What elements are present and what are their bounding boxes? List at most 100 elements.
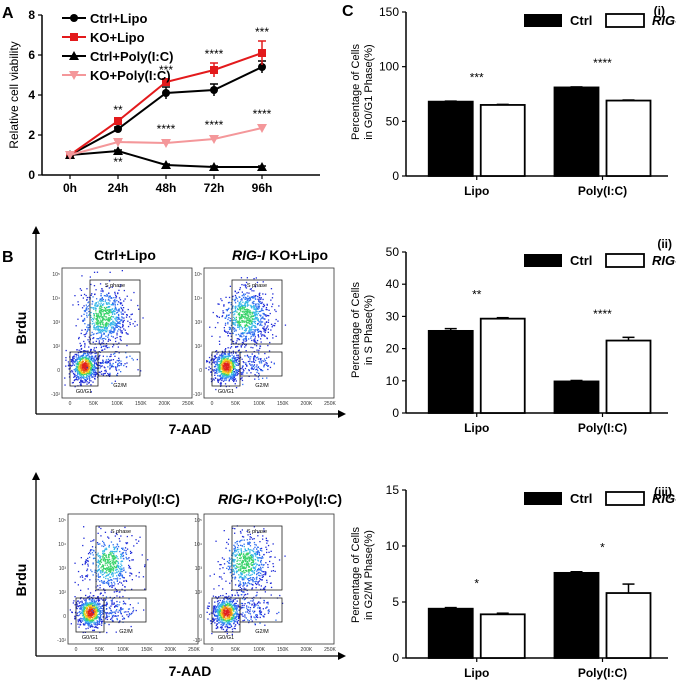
flow-dot xyxy=(226,541,228,544)
flow-dot xyxy=(83,377,85,379)
flow-dot xyxy=(258,374,260,376)
flow-dot xyxy=(121,588,123,590)
flow-dot xyxy=(83,608,86,610)
flow-dot xyxy=(232,305,234,307)
flow-dot xyxy=(268,551,270,553)
flow-dot xyxy=(104,592,106,594)
legend-swatch-ko xyxy=(605,253,645,268)
flow-dot xyxy=(114,329,116,331)
flow-dot xyxy=(112,555,114,557)
flow-dot xyxy=(116,309,118,311)
flow-dot xyxy=(126,614,128,616)
flow-dot xyxy=(235,334,237,336)
flow-dot xyxy=(121,567,123,569)
flow-dot xyxy=(98,562,100,564)
flow-dot xyxy=(275,310,277,313)
flow-dot xyxy=(250,536,252,539)
flow-dot xyxy=(229,332,231,334)
flow-dot xyxy=(88,367,91,369)
flow-dot xyxy=(228,350,230,352)
flow-dot xyxy=(131,535,133,537)
flow-dot xyxy=(246,355,249,357)
flow-dot xyxy=(100,618,102,620)
flow-dot xyxy=(99,317,101,319)
flow-dot xyxy=(99,311,101,313)
gate-label-s: S phase xyxy=(105,283,125,289)
flow-dot xyxy=(242,368,244,371)
flow-dot xyxy=(86,361,88,363)
flow-dot xyxy=(227,367,230,369)
flow-dot xyxy=(75,369,77,371)
flow-dot xyxy=(82,356,84,358)
flow-dot xyxy=(105,613,107,615)
flow-dot xyxy=(102,550,104,552)
flow-dot xyxy=(105,577,107,580)
flow-dot xyxy=(98,357,100,359)
flow-dot xyxy=(95,370,97,372)
flow-x-tick: 200K xyxy=(165,647,177,653)
flow-dot xyxy=(248,580,250,582)
flow-dot xyxy=(104,562,106,564)
flow-dot xyxy=(237,313,239,316)
flow-dot xyxy=(83,376,85,379)
flow-dot xyxy=(95,626,97,628)
data-point xyxy=(258,63,266,71)
flow-dot xyxy=(106,303,109,305)
flow-dot xyxy=(225,362,227,364)
flow-dot xyxy=(213,369,215,371)
flow-dot xyxy=(107,574,109,576)
flow-dot xyxy=(119,574,121,576)
flow-dot xyxy=(89,595,91,597)
flow-dot xyxy=(257,546,259,548)
flow-dot xyxy=(253,578,256,580)
y-tick-label: 0 xyxy=(28,168,35,182)
flow-dot xyxy=(226,368,229,370)
flow-dot xyxy=(119,566,122,568)
flow-dot xyxy=(114,337,117,340)
flow-dot xyxy=(99,283,102,285)
flow-dot xyxy=(117,322,119,325)
flow-dot xyxy=(220,298,222,300)
flow-dot xyxy=(239,318,242,320)
flow-dot xyxy=(96,570,99,573)
flow-dot xyxy=(116,316,119,319)
flow-dot xyxy=(245,311,247,313)
flow-dot xyxy=(254,326,256,328)
chart-c1-ylabel-1: Percentage of Cells xyxy=(350,282,362,378)
flow-dot xyxy=(125,552,127,554)
flow-dot xyxy=(72,357,74,359)
flow-dot xyxy=(103,590,106,592)
flow-dot xyxy=(257,560,259,562)
flow-dot xyxy=(93,347,95,349)
flow-dot xyxy=(121,332,123,334)
flow-dot xyxy=(229,565,231,567)
flow-dot xyxy=(92,562,94,564)
flow-dot xyxy=(131,552,133,554)
y-tick-label: 2 xyxy=(28,128,35,142)
flow-dot xyxy=(73,379,75,382)
flow-dot xyxy=(77,358,79,360)
flow-dot xyxy=(117,363,119,366)
flow-dot xyxy=(119,581,121,583)
flow-dot xyxy=(254,543,256,546)
flow-dot xyxy=(228,538,230,540)
flow-dot xyxy=(252,324,254,327)
x-tick-label: 24h xyxy=(108,181,129,195)
flow-dot xyxy=(249,316,252,318)
flow-dot xyxy=(118,365,120,367)
flow-dot xyxy=(244,318,246,320)
flow-dot xyxy=(254,330,256,332)
flow-dot xyxy=(77,600,79,602)
flow-dot xyxy=(237,322,239,324)
flow-dot xyxy=(110,554,112,556)
flow-dot xyxy=(95,329,97,331)
flow-dot xyxy=(206,360,208,362)
flow-dot xyxy=(218,340,221,342)
flow-dot xyxy=(105,346,107,348)
flow-dot xyxy=(223,355,225,357)
flow-dot xyxy=(248,369,250,371)
data-point xyxy=(257,162,267,171)
flow-dot xyxy=(229,358,231,361)
